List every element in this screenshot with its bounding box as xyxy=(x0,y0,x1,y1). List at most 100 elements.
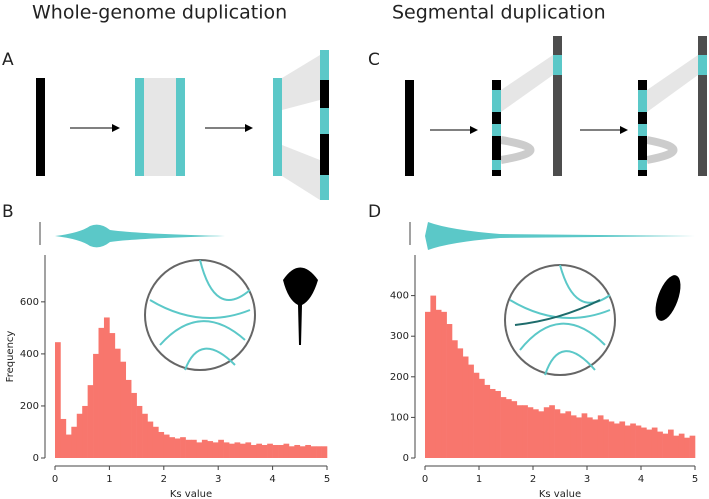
bar xyxy=(152,426,159,458)
bar xyxy=(316,446,322,458)
x-axis-label: Ks value xyxy=(539,489,581,499)
bar xyxy=(196,442,203,458)
x-tick-label: 0 xyxy=(422,474,428,485)
bar xyxy=(158,431,165,458)
bar xyxy=(430,295,437,458)
y-tick-label: 400 xyxy=(390,291,409,302)
bar xyxy=(473,372,480,458)
y-tick-label: 200 xyxy=(20,401,39,412)
bar xyxy=(425,311,431,458)
bar xyxy=(174,438,181,458)
sd-diagram xyxy=(405,36,707,176)
bar xyxy=(305,444,311,458)
bar xyxy=(522,405,528,458)
bar xyxy=(560,413,566,458)
bar xyxy=(462,356,469,458)
panel-label: B xyxy=(2,202,14,222)
bar xyxy=(283,443,290,458)
bar xyxy=(245,442,252,458)
bar xyxy=(516,405,523,458)
bar xyxy=(321,446,328,458)
x-tick-label: 4 xyxy=(638,474,644,485)
bar xyxy=(668,429,674,458)
bar xyxy=(239,443,246,458)
x-tick-label: 3 xyxy=(215,474,221,485)
bar xyxy=(60,418,67,458)
wgd-diagram xyxy=(36,50,329,200)
bar xyxy=(294,444,301,458)
bar xyxy=(142,413,148,458)
bar xyxy=(114,348,121,458)
bar xyxy=(131,392,137,458)
y-tick-label: 200 xyxy=(390,372,409,383)
bar xyxy=(619,421,626,458)
bar xyxy=(169,437,175,458)
bar xyxy=(310,446,317,458)
y-axis-label: Frequency xyxy=(5,331,16,383)
panel-label: C xyxy=(368,50,380,70)
bar xyxy=(570,415,577,458)
x-tick-label: 4 xyxy=(269,474,275,485)
bar xyxy=(136,405,143,458)
bar xyxy=(261,444,268,458)
x-tick-label: 2 xyxy=(161,474,167,485)
bar xyxy=(506,399,512,458)
bar xyxy=(651,427,658,458)
bar xyxy=(587,417,593,458)
bar xyxy=(65,434,72,458)
panel-label: D xyxy=(368,202,381,222)
circos-d xyxy=(504,264,616,376)
bar xyxy=(614,423,620,458)
bar xyxy=(657,431,663,458)
bar xyxy=(533,409,539,458)
bar xyxy=(229,443,235,458)
beetle-icon xyxy=(655,275,681,321)
bar xyxy=(468,364,474,458)
bar xyxy=(125,379,132,458)
bar xyxy=(489,388,496,458)
bar xyxy=(87,385,94,458)
bar xyxy=(250,444,257,458)
bar xyxy=(603,419,609,458)
bar xyxy=(452,340,458,458)
bar xyxy=(299,446,306,458)
x-tick-label: 1 xyxy=(476,474,482,485)
bar xyxy=(218,439,224,458)
bar xyxy=(479,378,485,458)
bar xyxy=(689,435,696,458)
bar xyxy=(93,353,99,458)
circos-b xyxy=(144,259,256,371)
bar xyxy=(272,444,279,458)
bar xyxy=(673,435,680,458)
bar xyxy=(234,442,241,458)
heading: Segmental duplication xyxy=(392,2,606,24)
bar xyxy=(147,421,154,458)
bar xyxy=(163,434,170,458)
bar xyxy=(538,411,545,458)
bar xyxy=(484,384,491,458)
bar xyxy=(592,419,599,458)
bar xyxy=(511,401,518,458)
x-tick-label: 1 xyxy=(106,474,112,485)
heading: Whole-genome duplication xyxy=(32,2,287,24)
bar xyxy=(256,443,263,458)
bar xyxy=(597,415,604,458)
x-tick-label: 0 xyxy=(52,474,58,485)
bar xyxy=(565,411,572,458)
bar xyxy=(120,361,127,458)
bar xyxy=(55,342,61,458)
y-tick-label: 0 xyxy=(33,453,39,464)
bar xyxy=(223,442,230,458)
bar xyxy=(207,441,214,458)
bar xyxy=(103,317,110,458)
bar xyxy=(678,433,685,458)
y-tick-label: 0 xyxy=(403,453,409,464)
bar xyxy=(662,433,669,458)
y-tick-label: 600 xyxy=(20,297,39,308)
y-tick-label: 100 xyxy=(390,412,409,423)
bar xyxy=(180,437,186,458)
y-tick-label: 400 xyxy=(20,349,39,360)
bar xyxy=(435,309,442,458)
x-tick-label: 5 xyxy=(324,474,330,485)
